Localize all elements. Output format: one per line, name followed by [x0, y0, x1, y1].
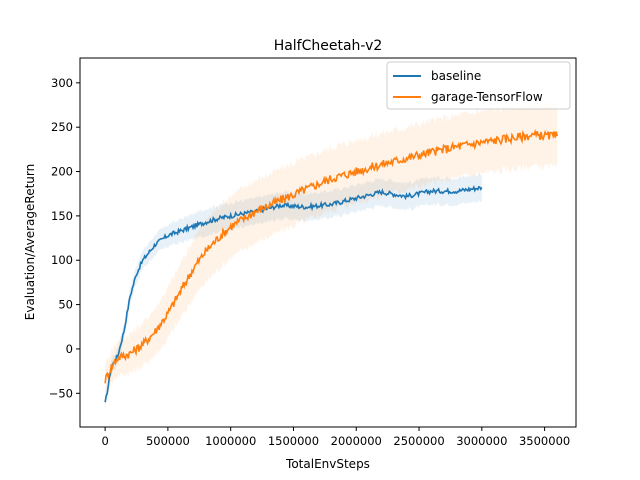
x-tick-label: 3000000	[456, 434, 507, 448]
band-0	[105, 173, 482, 409]
x-tick-label: 3500000	[519, 434, 570, 448]
y-tick-label: 150	[51, 209, 73, 223]
y-tick-label: 250	[51, 120, 73, 134]
series-lines	[104, 128, 558, 403]
legend-label-garage: garage-TensorFlow	[431, 90, 543, 104]
band-1	[105, 100, 558, 399]
y-tick-label: 0	[66, 342, 73, 356]
x-axis-label: TotalEnvSteps	[285, 457, 370, 471]
chart-title: HalfCheetah-v2	[274, 38, 383, 54]
y-tick-label: 50	[58, 298, 73, 312]
y-tick-label: 100	[51, 253, 73, 267]
series-line-0	[104, 185, 483, 403]
x-tick-label: 2500000	[393, 434, 444, 448]
y-tick-label: 300	[51, 76, 73, 90]
x-tick-label: 1500000	[268, 434, 319, 448]
x-tick-label: 500000	[146, 434, 190, 448]
y-axis-label: Evaluation/AverageReturn	[23, 164, 37, 320]
confidence-bands	[105, 100, 558, 409]
legend-label-baseline: baseline	[431, 69, 481, 83]
legend: baseline garage-TensorFlow	[386, 61, 571, 110]
y-tick-label: 200	[51, 165, 73, 179]
y-tick-label: −50	[49, 386, 73, 400]
x-tick-label: 1000000	[205, 434, 256, 448]
x-tick-label: 0	[101, 434, 108, 448]
series-line-1	[104, 128, 558, 384]
plot-area-frame	[79, 57, 577, 428]
y-axis: −50 0 50 100 150 200 250 300	[49, 76, 80, 400]
x-axis: 0 500000 1000000 1500000 2000000 2500000 30000…	[101, 427, 570, 448]
x-tick-label: 2000000	[331, 434, 382, 448]
